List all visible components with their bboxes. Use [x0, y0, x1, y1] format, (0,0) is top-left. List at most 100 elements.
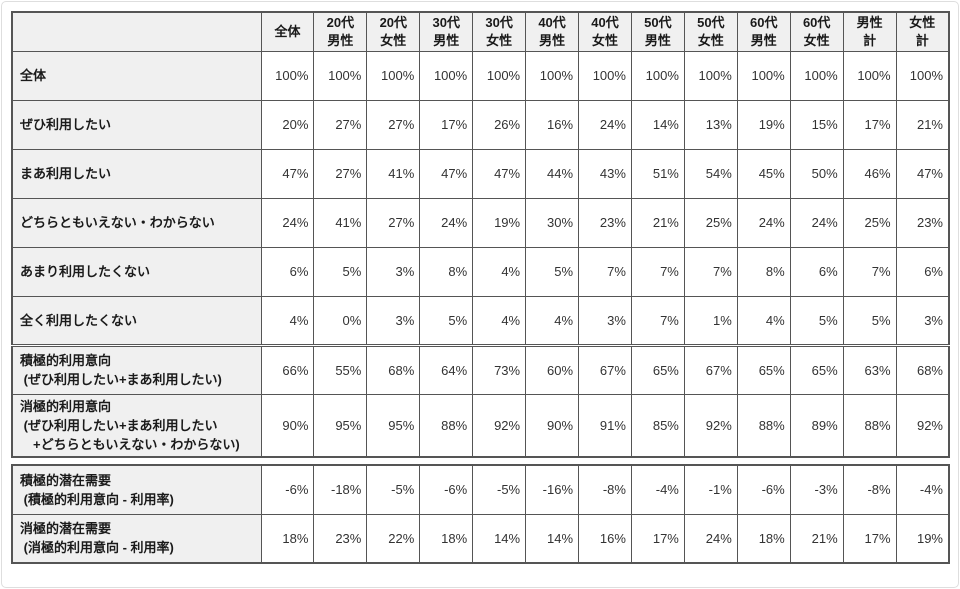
aggregated-intent-rows: 積極的利用意向 (ぜひ利用したい+まあ利用したい) 66% 55% 68% 64% 73%… — [11, 343, 950, 458]
column-header: 40代 女性 — [578, 11, 632, 52]
table-row: 全体 100% 100% 100% 100% 100% 100% 100% 100% 100% 10… — [11, 50, 950, 101]
value-cell: 95% — [366, 393, 421, 458]
value-cell: 4% — [260, 295, 315, 346]
column-header: 20代 女性 — [366, 11, 421, 52]
value-cell: 100% — [313, 50, 368, 101]
value-cell: 14% — [472, 513, 527, 564]
value-cell: 50% — [789, 148, 844, 199]
value-cell: 22% — [366, 513, 421, 564]
value-cell: 26% — [472, 99, 527, 150]
column-header: 30代 男性 — [419, 11, 474, 52]
value-cell: 17% — [842, 99, 897, 150]
value-cell: 14% — [630, 99, 685, 150]
row-label: あまり利用したくない — [11, 246, 262, 297]
usage-intent-rows: 全体 100% 100% 100% 100% 100% 100% 100% 100% 100% 10… — [11, 50, 950, 346]
value-cell: 92% — [683, 393, 738, 458]
value-cell: 23% — [313, 513, 368, 564]
table-row: 全く利用したくない 4% 0% 3% 5% 4% 4% 3% 7% 1% 4% 5% 5% 3% — [11, 295, 950, 346]
value-cell: 55% — [313, 343, 368, 395]
value-cell: 4% — [472, 295, 527, 346]
header-row: 全体 20代 男性 20代 女性 30代 男性 30代 女性 40代 男性 40代 女性 50… — [11, 11, 950, 52]
value-cell: -8% — [578, 464, 632, 515]
value-cell: 18% — [736, 513, 791, 564]
value-cell: -8% — [842, 464, 897, 515]
column-header: 男性 計 — [842, 11, 897, 52]
value-cell: 19% — [472, 197, 527, 248]
table-row: 消極的利用意向 (ぜひ利用したい+まあ利用したい +どちらともいえない・わからな… — [11, 393, 950, 458]
value-cell: 27% — [313, 148, 368, 199]
value-cell: 43% — [578, 148, 632, 199]
row-label: まあ利用したい — [11, 148, 262, 199]
row-label: 消極的潜在需要 (消極的利用意向 - 利用率) — [11, 513, 262, 564]
value-cell: 27% — [366, 99, 421, 150]
value-cell: 100% — [260, 50, 315, 101]
value-cell: 46% — [842, 148, 897, 199]
value-cell: 6% — [789, 246, 844, 297]
value-cell: 3% — [366, 295, 421, 346]
value-cell: 6% — [895, 246, 950, 297]
value-cell: 15% — [789, 99, 844, 150]
value-cell: 100% — [419, 50, 474, 101]
value-cell: 60% — [525, 343, 580, 395]
latent-demand-rows: 積極的潜在需要 (積極的利用意向 - 利用率) -6% -18% -5% -6% -5% -… — [11, 464, 950, 564]
value-cell: 100% — [895, 50, 950, 101]
survey-table-panel: 全体 20代 男性 20代 女性 30代 男性 30代 女性 40代 男性 40代 女性 50… — [11, 11, 950, 564]
value-cell: 7% — [842, 246, 897, 297]
value-cell: 24% — [683, 513, 738, 564]
value-cell: 88% — [736, 393, 791, 458]
column-header: 20代 男性 — [313, 11, 368, 52]
value-cell: 25% — [842, 197, 897, 248]
value-cell: 3% — [366, 246, 421, 297]
value-cell: 51% — [630, 148, 685, 199]
value-cell: 68% — [895, 343, 950, 395]
column-header: 全体 — [260, 11, 315, 52]
value-cell: 85% — [630, 393, 685, 458]
value-cell: 4% — [736, 295, 791, 346]
value-cell: 73% — [472, 343, 527, 395]
row-label: 全く利用したくない — [11, 295, 262, 346]
value-cell: 24% — [260, 197, 315, 248]
value-cell: -5% — [472, 464, 527, 515]
value-cell: 8% — [419, 246, 474, 297]
latent-demand-table: 積極的潜在需要 (積極的利用意向 - 利用率) -6% -18% -5% -6% -5% -… — [11, 464, 950, 564]
value-cell: -6% — [736, 464, 791, 515]
value-cell: 100% — [842, 50, 897, 101]
value-cell: 90% — [525, 393, 580, 458]
value-cell: 100% — [630, 50, 685, 101]
value-cell: 3% — [895, 295, 950, 346]
value-cell: 45% — [736, 148, 791, 199]
value-cell: 89% — [789, 393, 844, 458]
value-cell: -5% — [366, 464, 421, 515]
value-cell: 27% — [313, 99, 368, 150]
value-cell: 92% — [472, 393, 527, 458]
value-cell: 47% — [260, 148, 315, 199]
row-label: ぜひ利用したい — [11, 99, 262, 150]
value-cell: 25% — [683, 197, 738, 248]
value-cell: 8% — [736, 246, 791, 297]
value-cell: 65% — [630, 343, 685, 395]
value-cell: 0% — [313, 295, 368, 346]
table-row: 積極的潜在需要 (積極的利用意向 - 利用率) -6% -18% -5% -6% -5% -… — [11, 464, 950, 515]
row-label: どちらともいえない・わからない — [11, 197, 262, 248]
value-cell: 44% — [525, 148, 580, 199]
value-cell: -4% — [895, 464, 950, 515]
value-cell: 88% — [842, 393, 897, 458]
value-cell: 24% — [578, 99, 632, 150]
value-cell: -3% — [789, 464, 844, 515]
corner-cell — [11, 11, 262, 52]
value-cell: 95% — [313, 393, 368, 458]
value-cell: 5% — [313, 246, 368, 297]
value-cell: 5% — [525, 246, 580, 297]
value-cell: 65% — [736, 343, 791, 395]
value-cell: 47% — [895, 148, 950, 199]
value-cell: 63% — [842, 343, 897, 395]
value-cell: 41% — [313, 197, 368, 248]
usage-intent-table: 全体 20代 男性 20代 女性 30代 男性 30代 女性 40代 男性 40代 女性 50… — [11, 11, 950, 458]
row-label: 全体 — [11, 50, 262, 101]
value-cell: 100% — [736, 50, 791, 101]
value-cell: 5% — [789, 295, 844, 346]
value-cell: 47% — [419, 148, 474, 199]
value-cell: 47% — [472, 148, 527, 199]
value-cell: -6% — [419, 464, 474, 515]
column-header: 40代 男性 — [525, 11, 580, 52]
